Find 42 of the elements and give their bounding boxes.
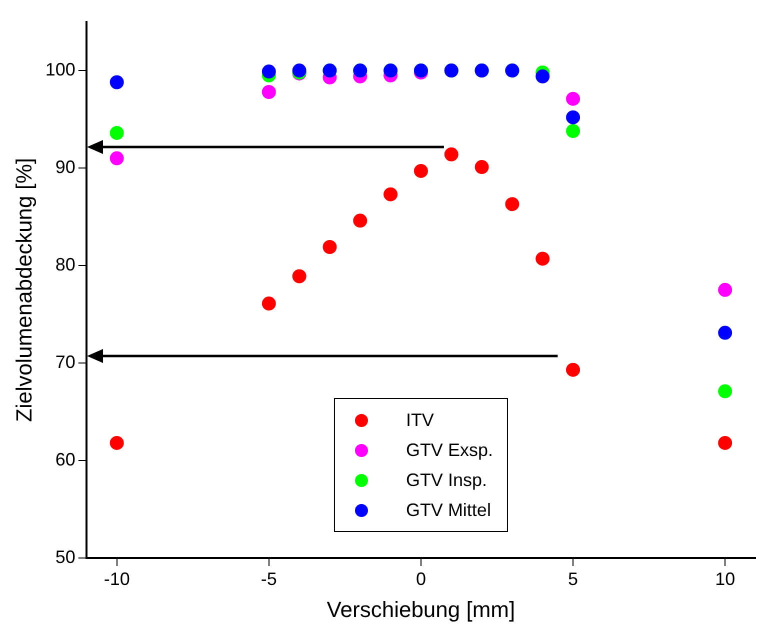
y-tick-label: 80 bbox=[55, 254, 76, 274]
point bbox=[110, 151, 124, 166]
point bbox=[536, 69, 550, 84]
point bbox=[353, 214, 368, 228]
y-tick-label: 60 bbox=[55, 449, 76, 470]
point bbox=[322, 240, 337, 254]
point bbox=[444, 147, 458, 162]
point bbox=[566, 362, 580, 377]
point bbox=[414, 164, 428, 178]
y-tick-label: 50 bbox=[55, 546, 76, 567]
point bbox=[718, 326, 732, 340]
x-tick-label: 0 bbox=[416, 568, 426, 589]
legend-label: GTV Insp. bbox=[406, 470, 487, 490]
x-tick-label: -10 bbox=[104, 568, 130, 589]
legend-label: GTV Exsp. bbox=[406, 440, 493, 460]
point bbox=[292, 269, 306, 284]
legend-label: ITV bbox=[406, 410, 434, 430]
y-tick-label: 100 bbox=[45, 60, 76, 80]
x-tick-label: -5 bbox=[260, 568, 277, 589]
point bbox=[566, 110, 580, 124]
point bbox=[110, 126, 124, 140]
y-tick-label: 70 bbox=[55, 352, 76, 372]
point bbox=[262, 84, 276, 99]
point bbox=[718, 384, 732, 398]
x-axis-title: Verschiebung [mm] bbox=[326, 596, 516, 622]
point bbox=[505, 197, 520, 212]
point bbox=[536, 252, 550, 266]
point bbox=[110, 75, 124, 90]
point bbox=[110, 436, 124, 450]
x-tick-label: 10 bbox=[715, 568, 736, 589]
point bbox=[566, 92, 580, 106]
point bbox=[718, 282, 732, 297]
point bbox=[262, 296, 276, 311]
legend-label: GTV Mittel bbox=[406, 500, 491, 520]
point bbox=[384, 187, 398, 202]
point bbox=[566, 124, 580, 138]
point bbox=[474, 160, 489, 174]
y-tick-label: 90 bbox=[55, 157, 76, 178]
point bbox=[718, 436, 732, 450]
x-tick-label: 5 bbox=[568, 568, 578, 589]
point bbox=[262, 64, 276, 79]
y-axis-title: Zielvolumenabdeckung [%] bbox=[11, 158, 36, 422]
